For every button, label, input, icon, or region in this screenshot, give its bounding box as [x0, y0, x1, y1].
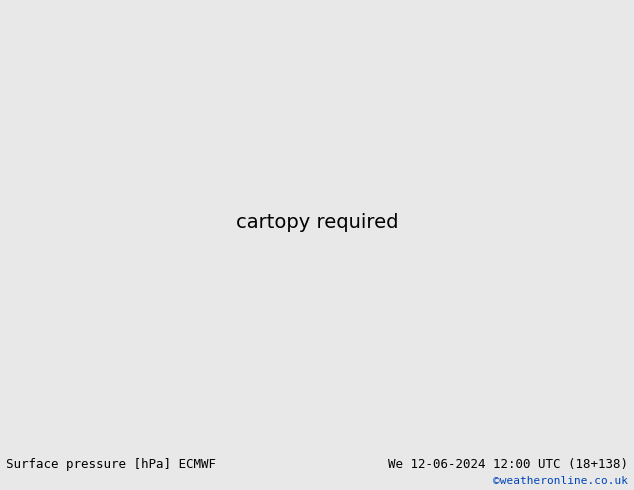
Text: ©weatheronline.co.uk: ©weatheronline.co.uk — [493, 476, 628, 487]
Text: We 12-06-2024 12:00 UTC (18+138): We 12-06-2024 12:00 UTC (18+138) — [387, 458, 628, 471]
Text: cartopy required: cartopy required — [236, 214, 398, 232]
Text: Surface pressure [hPa] ECMWF: Surface pressure [hPa] ECMWF — [6, 458, 216, 471]
